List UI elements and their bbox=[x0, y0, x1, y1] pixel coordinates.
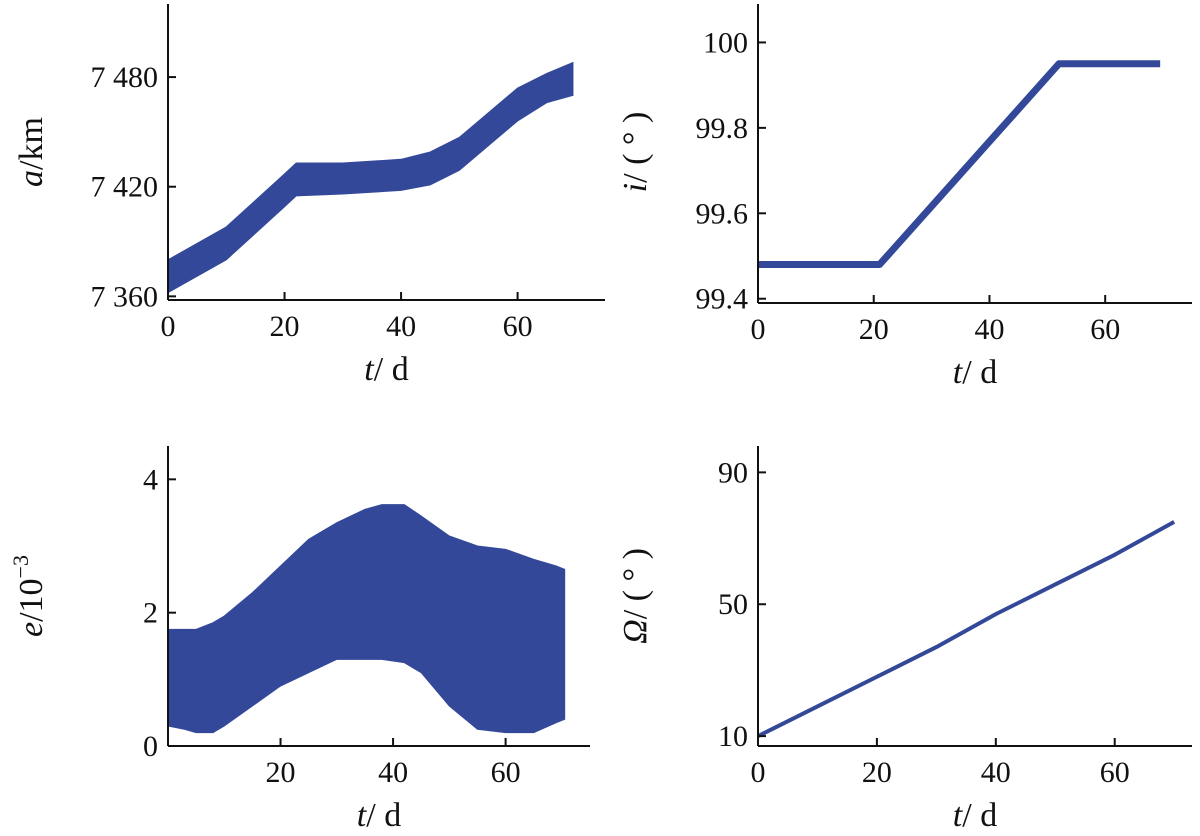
series-line-omega bbox=[757, 520, 1176, 738]
x-tick-label-i: 60 bbox=[1090, 313, 1120, 346]
x-tick-label-i: 20 bbox=[859, 313, 889, 346]
y-axis-label-e: e/10−3 bbox=[8, 555, 50, 637]
y-tick-label-e: 0 bbox=[143, 730, 158, 763]
y-axis-label-omega: Ω/ ( ° ) bbox=[617, 548, 654, 644]
y-tick-label-i: 99.4 bbox=[696, 283, 749, 316]
y-tick-label-a: 7 480 bbox=[91, 61, 159, 94]
y-tick-label-a: 7 360 bbox=[91, 280, 159, 313]
chart-e: 20 40 60 0 2 4 t/ d e/10−3 bbox=[8, 446, 590, 834]
x-tick-label-e: 20 bbox=[266, 756, 296, 789]
y-axis-label-i: i/ ( ° ) bbox=[617, 112, 654, 193]
y-tick-label-e: 4 bbox=[143, 463, 158, 496]
series-band-a bbox=[167, 61, 574, 294]
chart-a: 0 20 40 60 7 360 7 420 7 480 t/ d a/km bbox=[13, 4, 605, 388]
x-axis-label-e: t/ d bbox=[357, 797, 401, 834]
y-tick-label-a: 7 420 bbox=[91, 171, 159, 204]
x-axis-label-a: t/ d bbox=[364, 351, 408, 388]
x-tick-label-e: 40 bbox=[378, 756, 408, 789]
x-tick-label-a: 60 bbox=[503, 310, 533, 343]
chart-i: 0 20 40 60 99.4 99.6 99.8 100 t/ d i/ ( ° ) bbox=[617, 4, 1192, 391]
x-tick-label-i: 40 bbox=[974, 313, 1004, 346]
series-line-i bbox=[758, 60, 1161, 269]
x-tick-label-omega: 60 bbox=[1100, 756, 1130, 789]
y-tick-label-i: 99.6 bbox=[696, 197, 749, 230]
y-axis-label-a: a/km bbox=[13, 117, 50, 187]
x-tick-label-a: 20 bbox=[270, 310, 300, 343]
x-tick-label-a: 40 bbox=[386, 310, 416, 343]
y-tick-label-omega: 90 bbox=[718, 456, 748, 489]
y-tick-label-e: 2 bbox=[143, 597, 158, 630]
y-tick-label-i: 99.8 bbox=[696, 112, 749, 145]
x-tick-label-omega: 0 bbox=[751, 756, 766, 789]
y-tick-label-omega: 50 bbox=[718, 588, 748, 621]
y-tick-label-omega: 10 bbox=[718, 720, 748, 753]
x-tick-label-omega: 20 bbox=[862, 756, 892, 789]
y-tick-label-i: 100 bbox=[703, 26, 748, 59]
x-tick-label-i: 0 bbox=[751, 313, 766, 346]
x-tick-label-a: 0 bbox=[161, 310, 176, 343]
x-axis-label-omega: t/ d bbox=[953, 797, 997, 834]
x-tick-label-omega: 40 bbox=[981, 756, 1011, 789]
series-band-e bbox=[167, 504, 566, 734]
x-tick-label-e: 60 bbox=[491, 756, 521, 789]
x-axis-label-i: t/ d bbox=[953, 354, 997, 391]
chart-omega: 0 20 40 60 10 50 90 t/ d Ω/ ( ° ) bbox=[617, 446, 1192, 834]
